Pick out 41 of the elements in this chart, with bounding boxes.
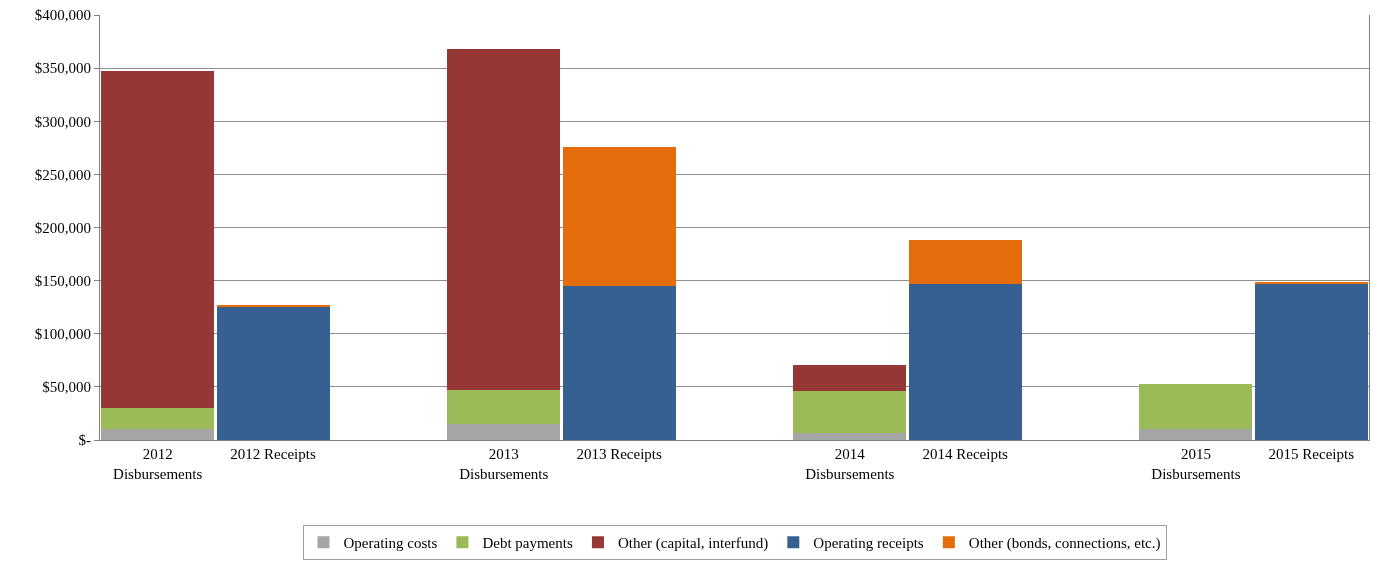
y-tick-label: $50,000 (42, 379, 91, 396)
bar (908, 240, 1022, 284)
y-tick-label: $350,000 (34, 60, 91, 77)
legend-label: Debt payments (482, 535, 573, 552)
legend-label: Operating receipts (813, 535, 924, 552)
legend-label: Other (bonds, connections, etc.) (968, 535, 1161, 553)
bar (216, 307, 330, 440)
x-tick-label: 2014 Disbursements (805, 446, 895, 482)
bar (1139, 383, 1253, 430)
bar (447, 424, 561, 440)
bar (793, 432, 907, 440)
y-tick-label: $250,000 (34, 166, 91, 183)
bar (101, 71, 215, 409)
x-tick-label: 2015 Receipts (1268, 446, 1355, 462)
x-tick-label: 2014 Receipts (922, 446, 1009, 462)
bar (1139, 429, 1253, 440)
bar (562, 285, 676, 440)
x-tick-label: 2015 Disbursements (1151, 446, 1241, 482)
bar (1254, 283, 1368, 440)
bar (562, 146, 676, 286)
x-tick-label: 2012 Disbursements (113, 446, 203, 482)
y-tick-label: $100,000 (34, 326, 91, 342)
y-tick-label: $300,000 (34, 113, 91, 130)
legend-label: Operating costs (343, 535, 438, 552)
bar (908, 283, 1022, 440)
legend-label: Other (capital, interfund) (617, 535, 769, 553)
bar (216, 305, 330, 308)
y-tick-label: $400,000 (34, 7, 91, 24)
x-tick-label: 2012 Receipts (230, 446, 316, 462)
bar (101, 429, 215, 440)
bar (447, 49, 561, 391)
x-tick-label: 2013 Receipts (576, 446, 662, 462)
bar (1254, 281, 1368, 284)
y-tick-label: $- (78, 432, 91, 449)
x-tick-label: 2013 Disbursements (459, 446, 549, 482)
bar (447, 390, 561, 425)
bar (793, 391, 907, 433)
bar (101, 408, 215, 430)
bar (793, 364, 907, 392)
y-tick-label: $200,000 (34, 219, 91, 236)
y-tick-label: $150,000 (34, 272, 91, 289)
